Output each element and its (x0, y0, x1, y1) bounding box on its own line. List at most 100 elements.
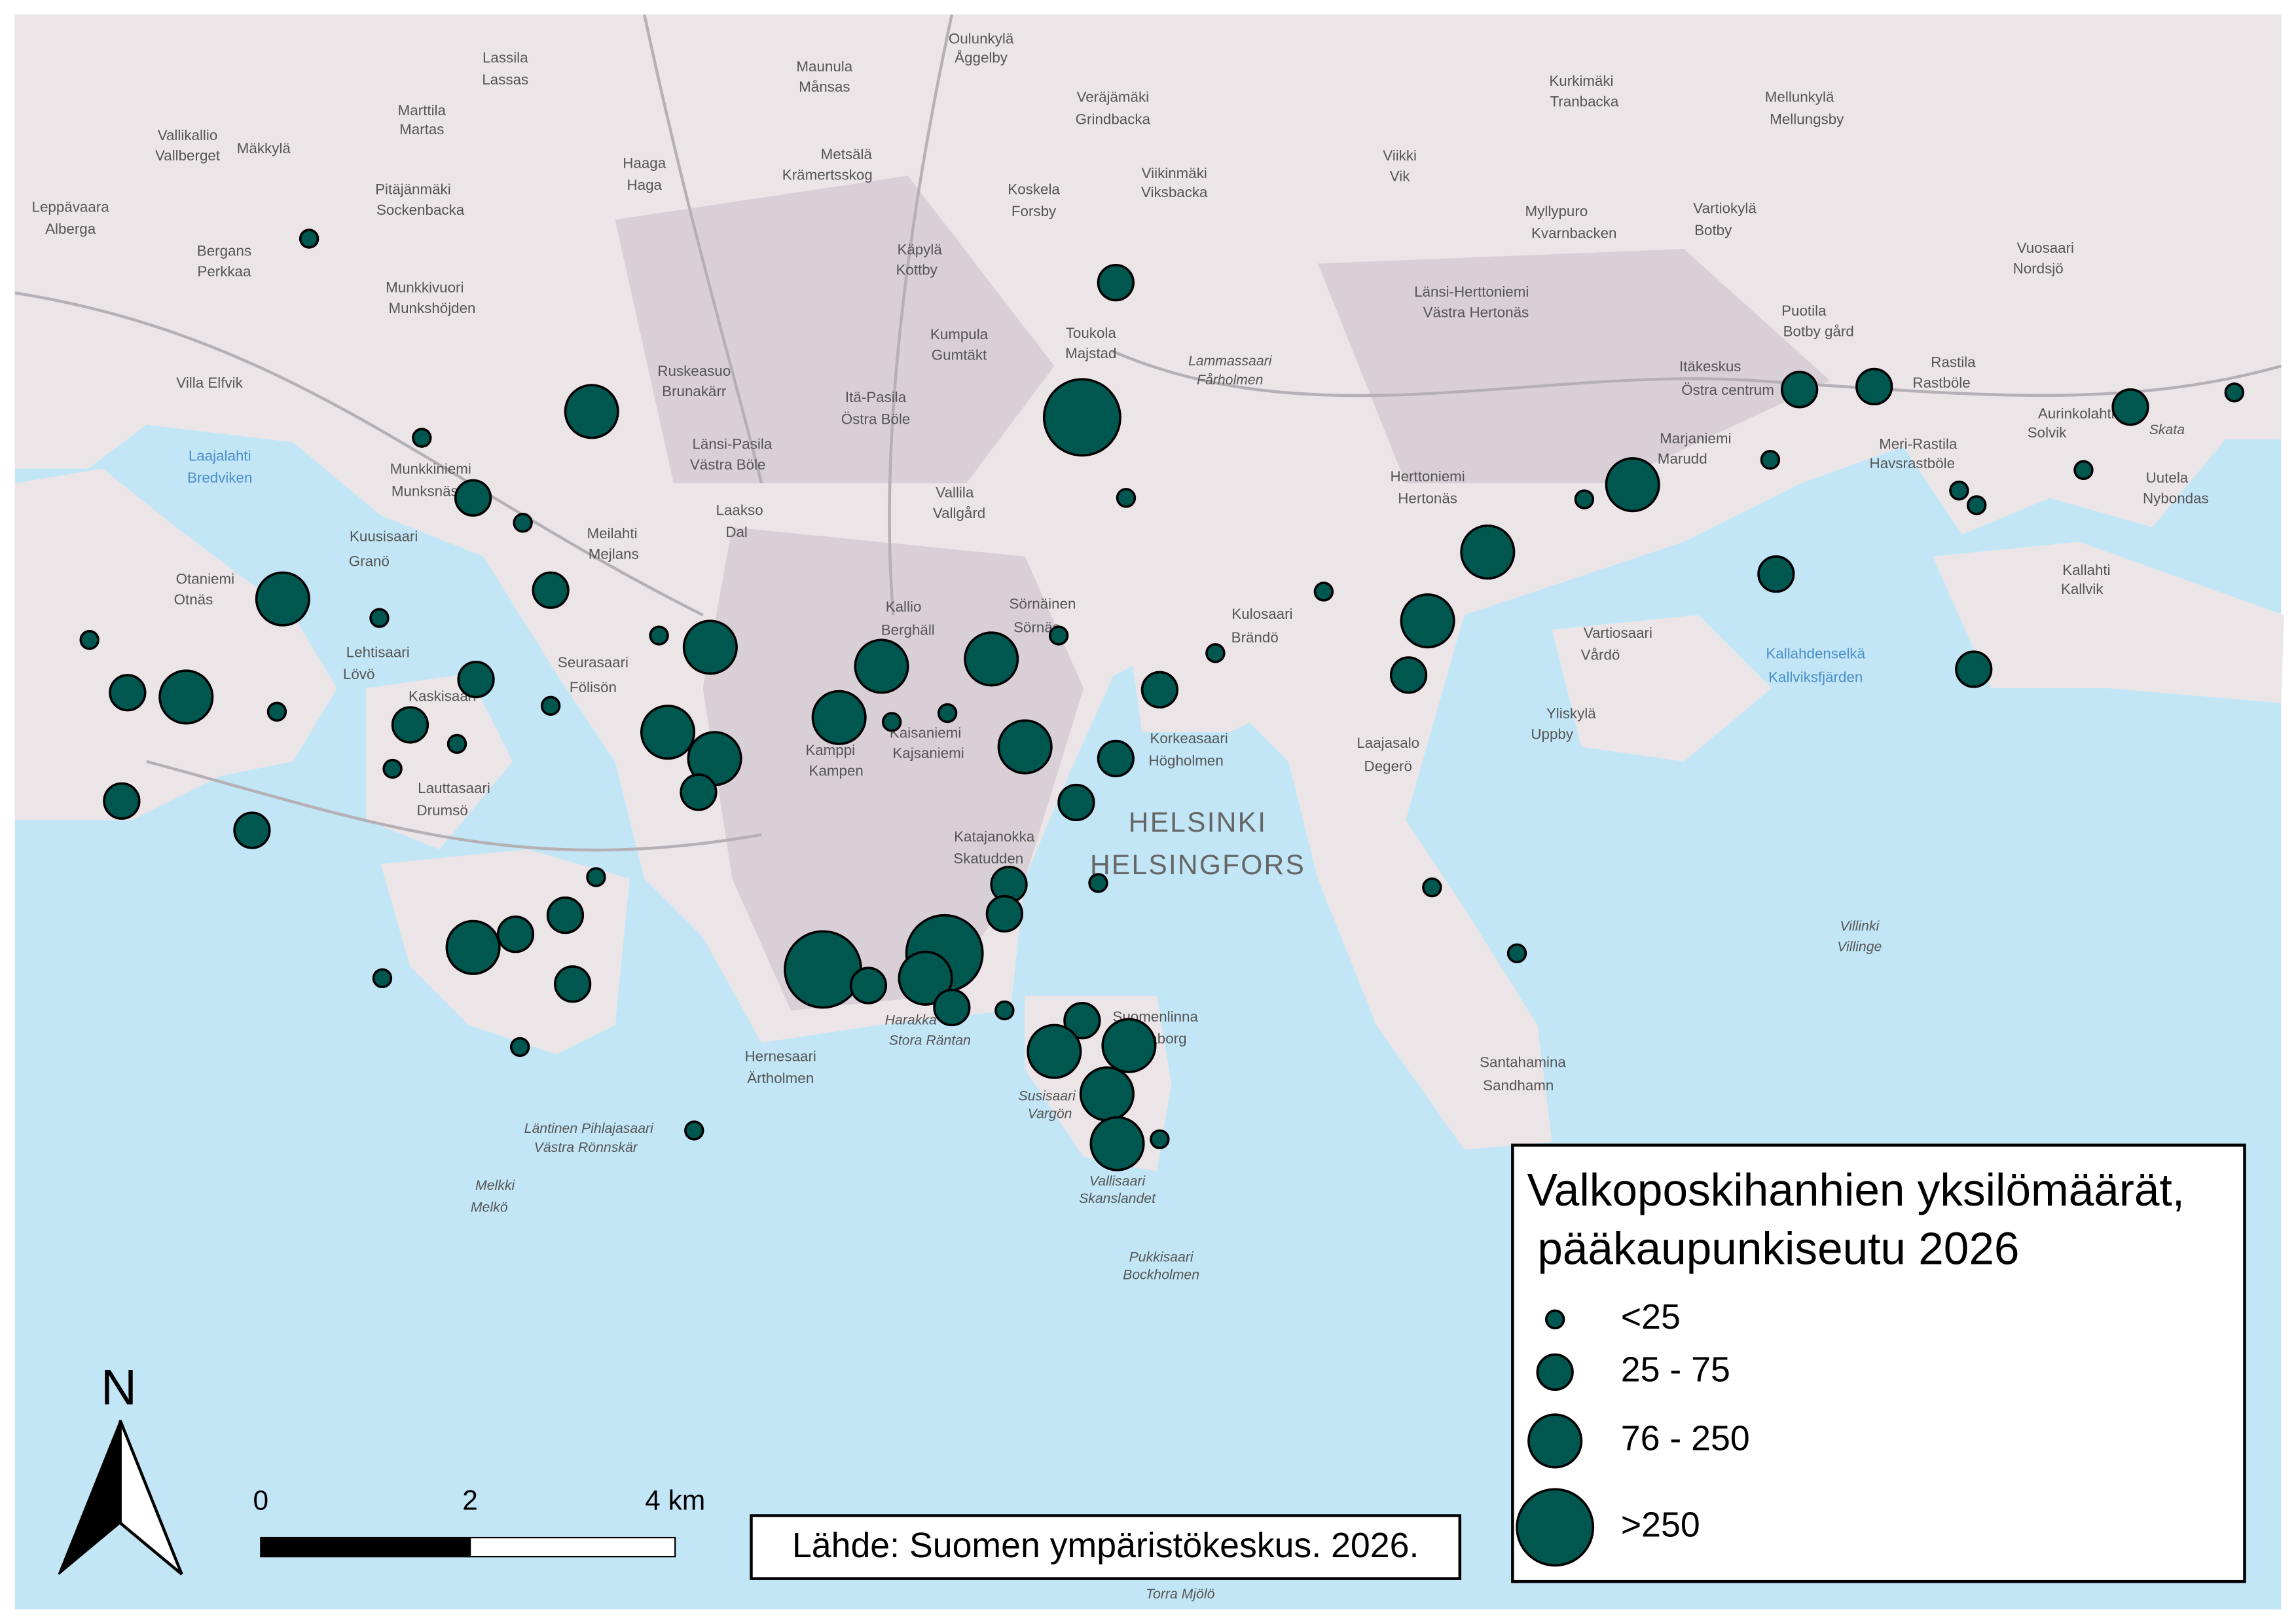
source: Lähde: Suomen ympäristökeskus. 2026. (792, 1526, 1419, 1565)
place-name: Laakso (716, 502, 763, 518)
place-name: Yliskylä (1546, 705, 1596, 722)
place-name: Perkkaa (197, 263, 251, 280)
goose-site (849, 967, 888, 1005)
place-name: Grindbacka (1076, 111, 1151, 127)
goose-site (79, 630, 100, 650)
goose-site (546, 896, 585, 934)
place-name: Krämertsskog (782, 166, 873, 183)
place-name: Västra Böle (690, 456, 766, 473)
place-name: Vallila (936, 485, 974, 501)
goose-site (509, 1037, 530, 1058)
place-name: Lammassaari (1188, 353, 1273, 369)
goose-site (1757, 555, 1795, 593)
place-name: Kallvik (2061, 581, 2104, 597)
goose-site (1101, 1018, 1157, 1073)
goose-site (937, 703, 958, 724)
scale-segment (260, 1536, 471, 1558)
place-name: Vik (1390, 168, 1410, 184)
place-name: Bockholmen (1123, 1266, 1199, 1282)
goose-site (391, 706, 429, 744)
place-name: Brändö (1231, 629, 1279, 646)
goose-site (1760, 449, 1781, 470)
legend-label: >250 (1621, 1505, 1700, 1545)
place-name: Sockenbacka (376, 202, 465, 218)
place-name: Lövö (343, 666, 375, 682)
goose-site (1088, 873, 1108, 893)
place-name: Berghäll (881, 622, 935, 638)
place-name: Kuusisaari (350, 528, 418, 545)
legend-symbol (1536, 1353, 1574, 1391)
goose-site (299, 229, 319, 249)
place-name: Hertonäs (1398, 490, 1457, 506)
place-name: Munkkiniemi (390, 461, 471, 477)
place-name: Östra centrum (1681, 382, 1774, 398)
place-name: Munkkivuori (386, 279, 464, 295)
place-name: Alberga (45, 221, 96, 237)
place-name: Leppävaara (32, 198, 110, 215)
goose-site (255, 571, 310, 627)
place-name: Otnäs (174, 591, 213, 608)
place-name: Veräjämäki (1077, 89, 1150, 105)
place-name: Uppby (1531, 726, 1573, 743)
place-name: Degerö (1364, 758, 1412, 775)
goose-site (540, 695, 561, 716)
place-name: Santahamina (1480, 1054, 1566, 1070)
place-name: Sörnäinen (1010, 595, 1076, 612)
place-name: Katajanokka (954, 828, 1035, 845)
goose-site (1027, 1024, 1082, 1079)
place-name: Melkö (471, 1200, 508, 1215)
goose-site (684, 1120, 704, 1141)
place-name: Mäkkylä (237, 140, 291, 157)
goose-site (649, 625, 669, 646)
place-name: Korkeasaari (1150, 730, 1228, 747)
goose-site (1063, 1002, 1101, 1040)
place-name: Kallahdenselkä (1766, 646, 1865, 662)
goose-site (2111, 388, 2149, 426)
goose-site (445, 919, 501, 975)
place-name: Kallahti (2062, 562, 2110, 578)
goose-site (103, 782, 141, 820)
place-name: Vallikallio (158, 127, 218, 143)
goose-site (1855, 367, 1893, 405)
goose-site (532, 571, 570, 609)
place-name: Seurasaari (558, 654, 629, 671)
legend-symbol (1527, 1413, 1583, 1469)
goose-site (1057, 783, 1095, 822)
place-name: Rastila (1931, 354, 1976, 370)
north-arrow: N (58, 1360, 183, 1576)
goose-site (109, 674, 147, 712)
place-name: HELSINGFORS (1090, 850, 1305, 881)
place-name: Viksbacka (1141, 184, 1208, 200)
scale-label: 0 (253, 1486, 269, 1517)
place-name: Dal (725, 524, 748, 540)
place-name: Villa Elfvik (176, 375, 243, 391)
goose-site (266, 701, 287, 722)
place-name: Forsby (1011, 203, 1057, 219)
place-name: Bergans (197, 243, 251, 259)
place-name: Torra Mjölö (1146, 1586, 1215, 1602)
place-name: Lassas (482, 71, 528, 88)
goose-site (811, 690, 867, 745)
place-name: Botby gård (1783, 323, 1854, 340)
place-name: Toukola (1066, 325, 1117, 341)
goose-site (496, 915, 535, 953)
place-name: Laajasalo (1357, 735, 1419, 751)
place-name: Kurkimäki (1549, 73, 1613, 89)
place-name: Metsälä (821, 146, 873, 162)
legend-label: 25 - 75 (1621, 1350, 1730, 1390)
goose-site (2073, 460, 2094, 481)
north-arrow-right (118, 1420, 183, 1576)
goose-site (682, 619, 738, 675)
place-name: Lehtisaari (346, 644, 410, 660)
place-name: Mellungsby (1770, 111, 1844, 127)
goose-site (1400, 593, 1455, 649)
goose-site (382, 758, 403, 779)
place-name: Tranbacka (1550, 93, 1618, 109)
place-name: Melkki (475, 1177, 515, 1193)
place-name: Botby (1694, 222, 1732, 238)
goose-site (233, 811, 271, 849)
goose-site (457, 660, 495, 699)
place-name: Kajsaniemi (892, 745, 964, 762)
place-name: Solvik (2028, 424, 2067, 441)
